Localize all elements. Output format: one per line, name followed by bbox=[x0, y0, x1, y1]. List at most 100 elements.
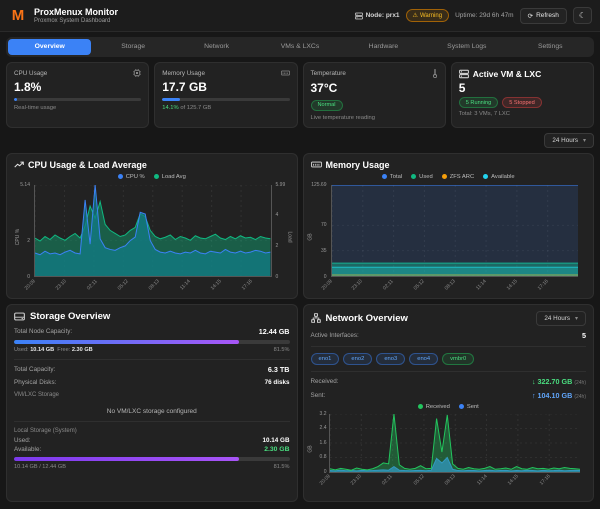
tab-settings[interactable]: Settings bbox=[509, 39, 592, 55]
refresh-icon: ⟳ bbox=[528, 12, 533, 20]
memory-of-text: of 125.7 GB bbox=[180, 105, 211, 111]
network-overview-card: Network Overview 24 Hours ▾ Active Inter… bbox=[303, 304, 595, 502]
cpu-chart-legend: CPU % Load Avg bbox=[14, 174, 290, 180]
y-tick-label: 70 bbox=[311, 222, 329, 228]
y-tick-label: 5.99 bbox=[274, 182, 290, 188]
x-tick-label: 20:09 bbox=[318, 473, 331, 486]
tab-network[interactable]: Network bbox=[175, 39, 258, 55]
tab-storage[interactable]: Storage bbox=[91, 39, 174, 55]
active-vm-lxc-card: Active VM & LXC 5 5 Running 5 Stopped To… bbox=[451, 62, 594, 128]
x-tick-label: 23:10 bbox=[351, 278, 364, 291]
network-chart-plot bbox=[329, 414, 581, 473]
memory-progress-bar bbox=[162, 98, 289, 101]
tab-system-logs[interactable]: System Logs bbox=[425, 39, 508, 55]
local-used-label: Used: bbox=[14, 437, 30, 444]
server-icon bbox=[355, 12, 363, 20]
app-header: M ProxMenux Monitor Proxmox System Dashb… bbox=[0, 0, 600, 32]
network-range-select[interactable]: 24 Hours ▾ bbox=[536, 311, 586, 326]
moon-icon: ☾ bbox=[579, 11, 586, 20]
local-available-label: Available: bbox=[14, 446, 41, 453]
divider bbox=[311, 346, 587, 347]
node-used-value: 10.14 GB bbox=[30, 347, 54, 353]
physical-disks-label: Physical Disks: bbox=[14, 379, 56, 386]
divider bbox=[14, 359, 290, 360]
total-node-capacity-label: Total Node Capacity: bbox=[14, 328, 72, 335]
y-tick-label: 1.6 bbox=[311, 440, 329, 446]
proxmenux-logo-icon: M bbox=[8, 6, 28, 26]
memory-chart-xlabels: 20:0923:1002:1105:1208:1311:1414:1517:16 bbox=[331, 278, 579, 292]
refresh-button[interactable]: ⟳ Refresh bbox=[520, 8, 567, 24]
cpu-icon bbox=[133, 69, 141, 77]
cpu-progress-bar bbox=[14, 98, 141, 101]
local-available-value: 2.30 GB bbox=[264, 446, 289, 453]
app-subtitle: Proxmox System Dashboard bbox=[34, 18, 118, 24]
active-interfaces-value: 5 bbox=[582, 331, 586, 340]
storage-title: Storage Overview bbox=[30, 311, 110, 322]
node-chip: Node: prx1 bbox=[355, 12, 400, 20]
x-tick-label: 17:16 bbox=[537, 278, 550, 291]
uptime-text: Uptime: 29d 6h 47m bbox=[455, 12, 514, 19]
trending-up-icon bbox=[14, 161, 24, 169]
warning-icon: ⚠ bbox=[413, 12, 418, 19]
divider bbox=[14, 421, 290, 422]
sent-value: ↑ 104.10 GB(24h) bbox=[532, 391, 586, 400]
active-vm-lxc-value: 5 bbox=[459, 81, 586, 95]
cpu-chart-xlabels: 20:0923:1002:1105:1208:1311:1414:1517:16 bbox=[34, 278, 282, 292]
network-chart-yticks: 3.22.41.60.80 bbox=[311, 414, 329, 472]
x-tick-label: 08:13 bbox=[444, 278, 457, 291]
network-chart-legend: ReceivedSent bbox=[311, 404, 587, 410]
legend-dot bbox=[483, 174, 488, 179]
memory-chart-card: Memory Usage TotalUsedZFS ARCAvailable G… bbox=[303, 153, 595, 299]
storage-overview-card: Storage Overview Total Node Capacity: 12… bbox=[6, 304, 298, 502]
y-tick-label: 35 bbox=[311, 248, 329, 254]
divider bbox=[311, 371, 587, 372]
temperature-status-badge: Normal bbox=[311, 100, 343, 111]
legend-item: Used bbox=[411, 174, 433, 180]
tab-overview[interactable]: Overview bbox=[8, 39, 91, 55]
interface-badge-eno2: eno2 bbox=[343, 353, 372, 365]
x-tick-label: 05:12 bbox=[413, 278, 426, 291]
tab-hardware[interactable]: Hardware bbox=[342, 39, 425, 55]
main-nav: Overview Storage Network VMs & LXCs Hard… bbox=[6, 37, 594, 57]
y-tick-label: 2 bbox=[14, 238, 32, 244]
time-range-select[interactable]: 24 Hours ▾ bbox=[544, 133, 594, 148]
x-tick-label: 20:09 bbox=[24, 278, 37, 291]
temperature-label: Temperature bbox=[311, 70, 346, 77]
chevron-down-icon: ▾ bbox=[575, 315, 578, 322]
theme-toggle-button[interactable]: ☾ bbox=[573, 7, 592, 24]
tab-vms-lxcs[interactable]: VMs & LXCs bbox=[258, 39, 341, 55]
thermometer-icon bbox=[432, 69, 438, 78]
y-tick-label: 4 bbox=[274, 212, 290, 218]
temperature-value: 37°C bbox=[311, 81, 438, 95]
active-interfaces-label: Active Interfaces: bbox=[311, 332, 359, 339]
warning-badge: ⚠ Warning bbox=[406, 9, 450, 22]
legend-item: Available bbox=[483, 174, 514, 180]
x-tick-label: 20:09 bbox=[320, 278, 333, 291]
local-storage-label: Local Storage (System) bbox=[14, 428, 290, 434]
legend-item: Load Avg bbox=[154, 174, 186, 180]
x-tick-label: 05:12 bbox=[413, 473, 426, 486]
memory-usage-card: Memory Usage 17.7 GB 14.1% of 125.7 GB bbox=[154, 62, 297, 128]
local-pct: 81.5% bbox=[274, 464, 290, 470]
legend-dot bbox=[382, 174, 387, 179]
x-tick-label: 11:14 bbox=[179, 278, 192, 291]
node-label: Node: prx1 bbox=[366, 12, 400, 19]
memory-chart-yticks: 125.6970350 bbox=[311, 185, 329, 277]
x-tick-label: 02:11 bbox=[381, 473, 394, 486]
legend-dot bbox=[411, 174, 416, 179]
interface-badge-eno4: eno4 bbox=[409, 353, 438, 365]
legend-dot bbox=[154, 174, 159, 179]
y-tick-label: 125.69 bbox=[311, 182, 329, 188]
memory-chart-title: Memory Usage bbox=[326, 160, 390, 170]
x-tick-label: 11:14 bbox=[475, 278, 488, 291]
x-tick-label: 11:14 bbox=[476, 473, 489, 486]
legend-item: Sent bbox=[459, 404, 479, 410]
legend-item: CPU % bbox=[118, 174, 145, 180]
cpu-usage-label: CPU Usage bbox=[14, 70, 47, 77]
temperature-sub: Live temperature reading bbox=[311, 115, 438, 121]
y-tick-label: 5.14 bbox=[14, 182, 32, 188]
cpu-chart-title: CPU Usage & Load Average bbox=[28, 160, 147, 170]
total-node-capacity-value: 12.44 GB bbox=[259, 327, 290, 336]
received-value: ↓ 322.70 GB(24h) bbox=[532, 377, 586, 386]
sent-label: Sent: bbox=[311, 392, 326, 399]
